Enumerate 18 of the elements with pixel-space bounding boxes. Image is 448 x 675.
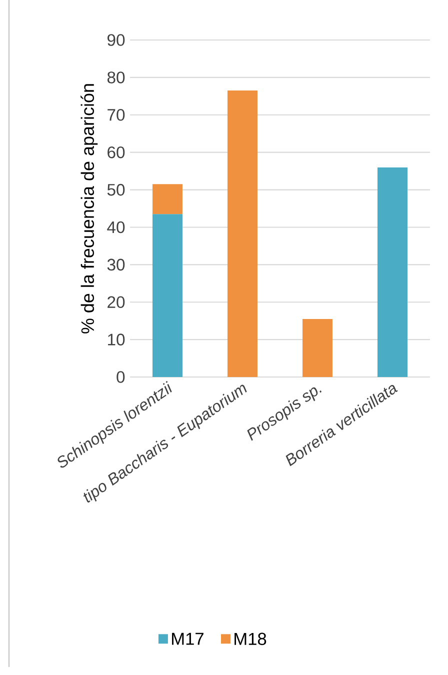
y-tick-label: 10 [108,334,125,346]
legend-label: M17 [172,632,204,645]
y-tick-label: 40 [107,221,125,234]
y-tick-label: 90 [108,34,125,46]
y-tick-label: 80 [107,72,125,84]
y-axis-title: % de la frecuencia de aparición [80,84,98,334]
bar [227,90,258,377]
bar [152,214,182,377]
y-tick-label: 0 [116,371,125,383]
bar [152,184,182,214]
bar [302,318,332,377]
bar [377,167,408,377]
y-tick-label: 60 [108,146,125,158]
y-tick-label: 50 [107,184,125,196]
y-tick-label: 70 [108,109,125,121]
legend-label: M18 [234,632,266,646]
y-tick-label: 30 [107,258,125,271]
y-tick-label: 20 [108,296,125,308]
